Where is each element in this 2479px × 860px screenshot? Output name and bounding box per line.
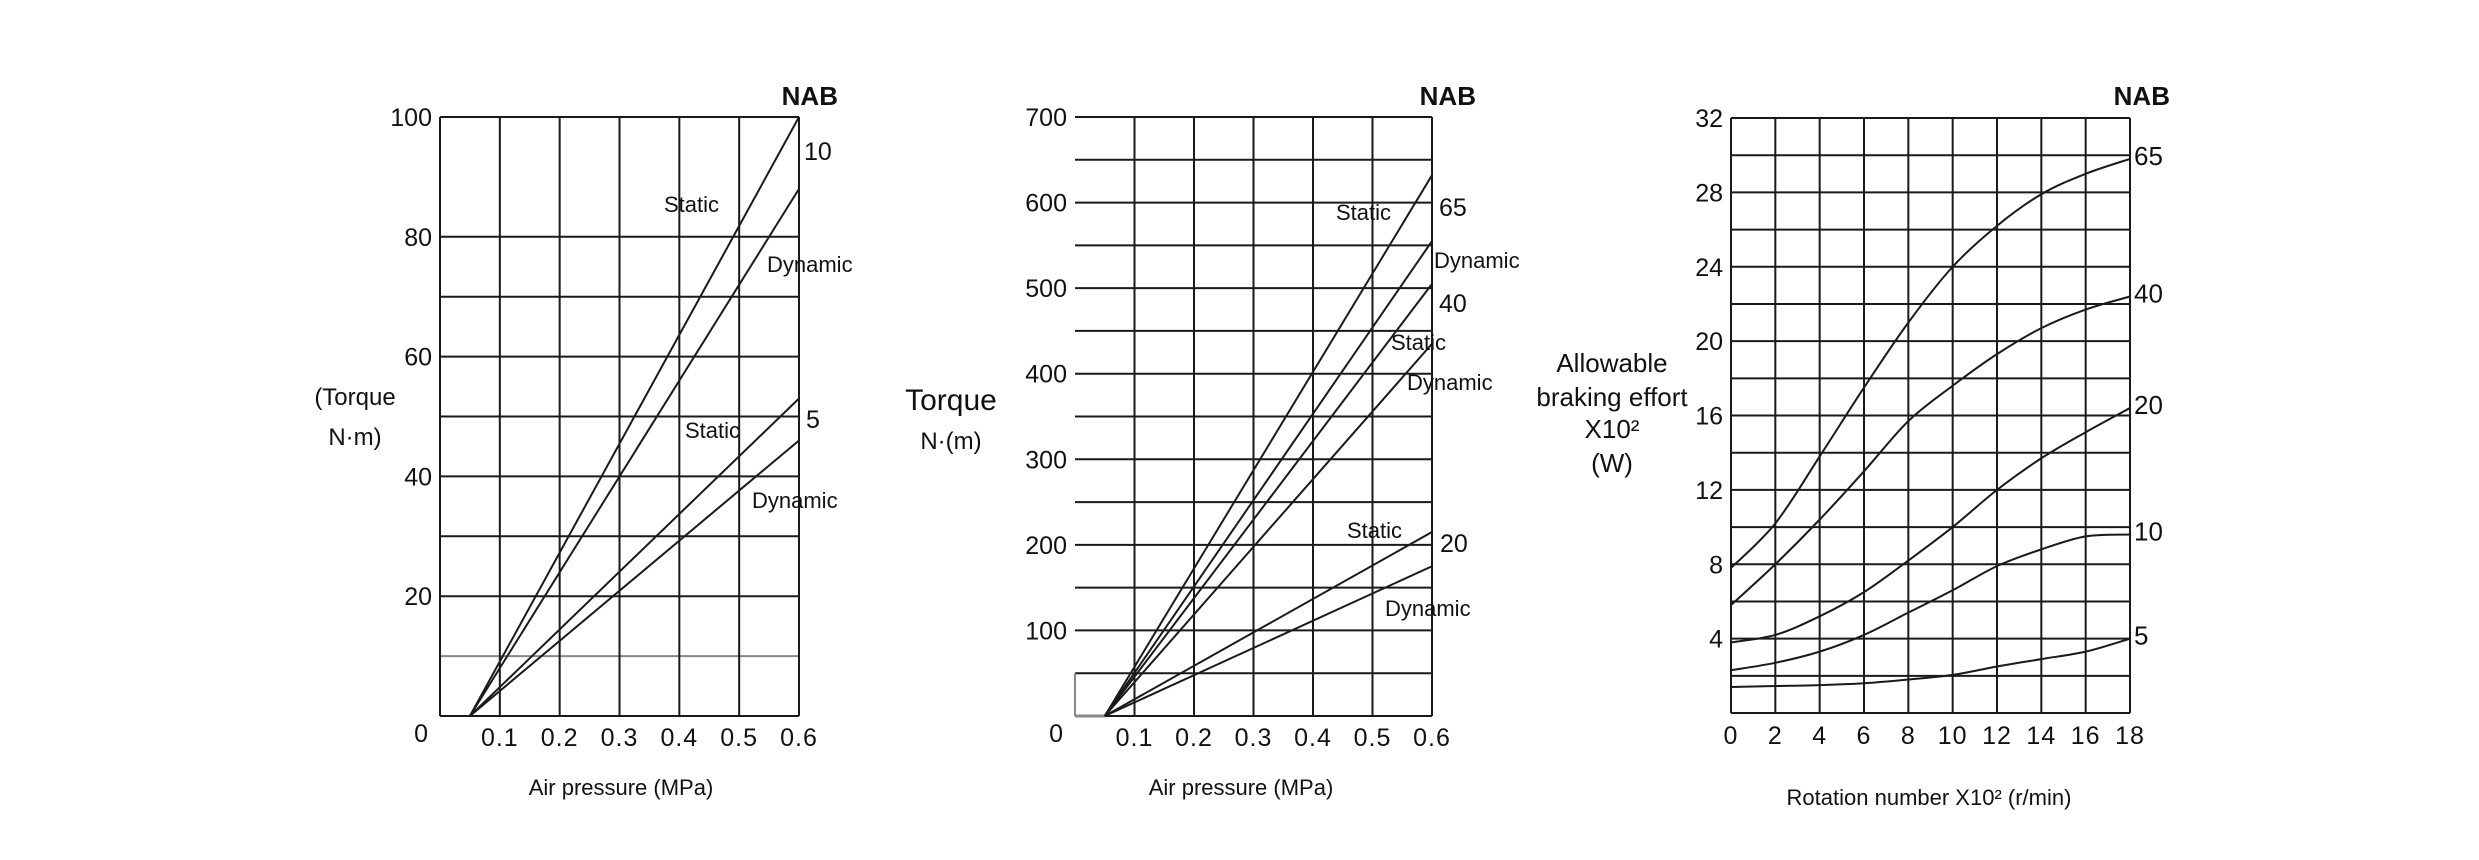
x-tick-label: 16 (2071, 722, 2101, 750)
curve-annotation: 40 (1439, 290, 1467, 318)
series-line-10 (1730, 533, 2131, 672)
y-tick-label: 0 (1049, 720, 1063, 748)
y-tick-label: 100 (1025, 617, 1067, 645)
x-tick-label: 0.3 (601, 724, 639, 752)
series-line-65-dynamic (1103, 240, 1433, 717)
series-line-5 (1730, 637, 2131, 688)
series-line-65 (1730, 157, 2131, 569)
y-axis-title: N·m) (328, 424, 381, 451)
y-axis-title: (Torque (314, 384, 395, 411)
curve-annotation: Static (685, 418, 740, 443)
x-tick-label: 6 (1857, 722, 1872, 750)
chart-2: 0 100 200 300 400 500 600 700 0.1 0.2 0.3 0.4 0.5 0.6… (905, 81, 1519, 800)
curve-annotation: Static (1391, 330, 1446, 355)
x-tick-label: 0.2 (1175, 724, 1213, 752)
x-tick-label: 10 (1938, 722, 1968, 750)
y-tick-label: 700 (1025, 104, 1067, 132)
y-tick-label: 60 (404, 344, 432, 372)
curve-annotation: Dynamic (1385, 596, 1471, 621)
x-tick-label: 0.5 (720, 724, 758, 752)
series-line-20-static (1104, 531, 1433, 717)
x-tick-label: 0.3 (1235, 724, 1273, 752)
y-tick-label: 20 (404, 583, 432, 611)
x-tick-label: 0.1 (481, 724, 519, 752)
y-axis-title: braking effort (1536, 382, 1688, 412)
y-axis-title: (W) (1591, 448, 1633, 478)
y-tick-label: 300 (1025, 446, 1067, 474)
curve-annotation: Static (1347, 518, 1402, 543)
series-line-10-dynamic (469, 188, 800, 717)
series-line-5-static (469, 397, 800, 717)
x-axis-title: Air pressure (MPa) (1149, 775, 1334, 800)
x-tick-label: 0 (1724, 722, 1739, 750)
series-label: 10 (2134, 517, 2163, 547)
y-tick-label: 600 (1025, 190, 1067, 218)
y-tick-label: 4 (1709, 626, 1723, 654)
series-group-label: NAB (1420, 81, 1476, 111)
x-axis-title: Air pressure (MPa) (529, 775, 714, 800)
curve-annotation: 5 (806, 406, 820, 434)
x-axis-title: Rotation number X10² (r/min) (1787, 785, 2072, 810)
y-tick-label: 8 (1709, 551, 1723, 579)
y-tick-label: 80 (404, 224, 432, 252)
x-tick-label: 0.6 (1413, 724, 1451, 752)
y-tick-label: 28 (1695, 179, 1723, 207)
series-line-40-dynamic (1103, 343, 1433, 717)
y-tick-label: 12 (1695, 477, 1723, 505)
series-label: 40 (2134, 279, 2163, 309)
series-line-40 (1730, 295, 2131, 606)
y-tick-label: 24 (1695, 254, 1723, 282)
series-line-20 (1730, 407, 2131, 644)
series-label: 20 (2134, 390, 2163, 420)
y-tick-label: 100 (390, 104, 432, 132)
series-group-label: NAB (782, 81, 838, 111)
series-label: 65 (2134, 141, 2163, 171)
y-tick-label: 200 (1025, 532, 1067, 560)
curve-annotation: Static (664, 192, 719, 217)
y-tick-label: 400 (1025, 361, 1067, 389)
series-line-40-static (1103, 283, 1433, 717)
x-tick-label: 2 (1768, 722, 1783, 750)
curve-annotation: 10 (804, 138, 832, 166)
series-line-65-static (1103, 174, 1433, 717)
x-tick-label: 0.5 (1354, 724, 1392, 752)
y-tick-label: 20 (1695, 328, 1723, 356)
series-label: 5 (2134, 621, 2148, 651)
y-tick-label: 500 (1025, 275, 1067, 303)
series-group-label: NAB (2114, 81, 2170, 111)
y-tick-label: 32 (1695, 105, 1723, 133)
curve-annotation: Dynamic (1407, 370, 1493, 395)
curve-annotation: 65 (1439, 194, 1467, 222)
x-tick-label: 4 (1812, 722, 1827, 750)
y-tick-label: 16 (1695, 403, 1723, 431)
series-line-20-dynamic (1104, 565, 1433, 717)
x-tick-label: 14 (2026, 722, 2056, 750)
series-line-5-dynamic (469, 439, 800, 717)
y-axis-title: Torque (905, 384, 997, 417)
y-axis-title: Allowable (1556, 348, 1667, 378)
x-tick-label: 18 (2115, 722, 2145, 750)
series-line-10-static (469, 116, 800, 717)
x-tick-label: 0.2 (541, 724, 579, 752)
curve-annotation: Static (1336, 200, 1391, 225)
x-tick-label: 0.1 (1116, 724, 1154, 752)
curve-annotation: 20 (1440, 530, 1468, 558)
chart-1: 0 20 40 60 80 100 0.1 0.2 0.3 0.4 0.5 0.6 10 Static Dy… (314, 81, 852, 800)
curve-annotation: Dynamic (752, 488, 838, 513)
x-tick-label: 0.6 (780, 724, 818, 752)
y-axis-title: X10² (1585, 414, 1640, 444)
x-tick-label: 8 (1901, 722, 1916, 750)
x-tick-label: 0.4 (1294, 724, 1332, 752)
y-tick-label: 0 (414, 720, 428, 748)
y-axis-title: N·(m) (920, 428, 981, 455)
curve-annotation: Dynamic (1434, 248, 1520, 273)
x-tick-label: 0.4 (660, 724, 698, 752)
x-tick-label: 12 (1982, 722, 2012, 750)
curve-annotation: Dynamic (767, 252, 853, 277)
y-tick-label: 40 (404, 463, 432, 491)
